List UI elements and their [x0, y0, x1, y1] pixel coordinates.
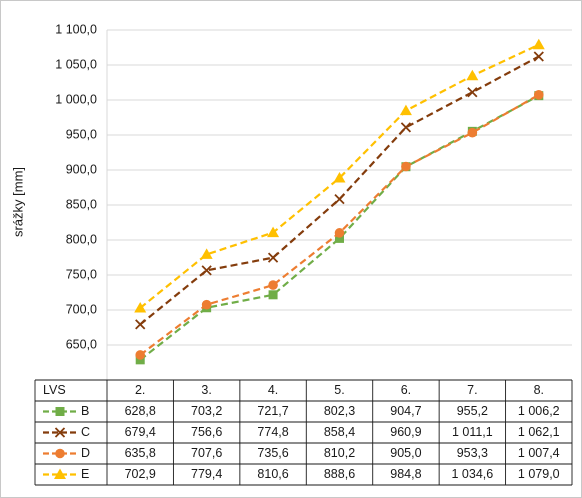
table-value: 960,9 — [390, 425, 421, 439]
marker-triangle — [333, 171, 346, 183]
marker-x — [54, 427, 66, 438]
table-value: 984,8 — [390, 467, 421, 481]
table-value: 858,4 — [324, 425, 355, 439]
category-label: 6. — [401, 383, 411, 397]
y-tick-label: 900,0 — [66, 162, 97, 176]
marker-circle — [201, 299, 212, 310]
y-axis-title: srážky [mm] — [10, 167, 25, 237]
marker-triangle — [200, 248, 213, 259]
table-value: 779,4 — [191, 467, 222, 481]
table-value: 904,7 — [390, 404, 421, 418]
y-tick-labels: 1 100,0 1 050,0 1 000,0 950,0 900,0 850,0 800,… — [55, 22, 97, 351]
marker-x — [400, 122, 412, 133]
marker-square — [55, 407, 65, 416]
marker-x — [201, 265, 212, 276]
y-tick-label: 800,0 — [66, 232, 97, 246]
marker-triangle — [134, 301, 147, 313]
y-tick-label: 1 050,0 — [55, 57, 97, 71]
table-value: 802,3 — [324, 404, 355, 418]
table-value: 721,7 — [257, 404, 288, 418]
legend-series-name: B — [81, 404, 89, 418]
table-value: 635,8 — [125, 446, 156, 460]
table-value: 702,9 — [125, 467, 156, 481]
legend-series-name: E — [81, 467, 89, 481]
series-d — [135, 90, 544, 360]
y-tick-label: 950,0 — [66, 127, 97, 141]
category-label: 3. — [201, 383, 211, 397]
table-row: B 628,8 703,2 721,7 802,3 904,7 955,2 1 006,2 — [43, 404, 560, 418]
marker-circle — [268, 280, 278, 290]
table-value: 953,3 — [457, 446, 488, 460]
marker-triangle — [532, 38, 545, 50]
marker-triangle — [466, 69, 479, 81]
legend-series-name: D — [81, 446, 90, 460]
table-value: 810,6 — [257, 467, 288, 481]
table-value: 810,2 — [324, 446, 355, 460]
series-lines — [134, 38, 545, 365]
marker-circle — [135, 350, 146, 360]
category-label: 5. — [334, 383, 344, 397]
y-tick-label: 1 000,0 — [55, 92, 97, 106]
marker-x — [533, 51, 544, 62]
marker-circle — [334, 228, 345, 238]
series-c — [135, 51, 544, 330]
table-value: 1 007,4 — [518, 446, 560, 460]
table-value: 756,6 — [191, 425, 222, 439]
legend-series-name: C — [81, 425, 90, 439]
marker-triangle — [267, 226, 280, 238]
marker-x — [135, 319, 146, 330]
category-label: 2. — [135, 383, 145, 397]
y-tick-label: 650,0 — [66, 337, 97, 351]
category-label: 4. — [268, 383, 278, 397]
table-value: 905,0 — [390, 446, 421, 460]
table-value: 1 034,6 — [451, 467, 493, 481]
table-value: 1 011,1 — [452, 425, 493, 439]
marker-circle — [55, 448, 65, 459]
table-value: 703,2 — [191, 404, 222, 418]
marker-x — [334, 193, 345, 205]
y-tick-label: 700,0 — [66, 302, 97, 316]
table-value: 774,8 — [257, 425, 288, 439]
table-value: 679,4 — [125, 425, 156, 439]
table-value: 735,6 — [257, 446, 288, 460]
marker-triangle — [399, 104, 412, 116]
marker-triangle — [54, 468, 66, 479]
marker-x — [267, 252, 279, 263]
marker-square — [135, 355, 145, 365]
table-row: C 679,4 756,6 774,8 858,4 960,9 1 011,1 1 062,1 — [43, 425, 560, 439]
table-row: E 702,9 779,4 810,6 888,6 984,8 1 034,6 1 079,0 — [43, 467, 560, 481]
y-tick-label: 850,0 — [66, 197, 97, 211]
y-tick-label: 750,0 — [66, 267, 97, 281]
table-value: 1 006,2 — [518, 404, 560, 418]
table-value: 1 062,1 — [518, 425, 560, 439]
table-value: 888,6 — [324, 467, 355, 481]
category-label: 8. — [534, 383, 544, 397]
series-e — [134, 38, 545, 313]
table-header-label: LVS — [43, 383, 66, 397]
table-value: 628,8 — [125, 404, 156, 418]
marker-circle — [533, 90, 544, 100]
marker-square — [335, 233, 344, 243]
table-value: 707,6 — [191, 446, 222, 460]
marker-circle — [467, 127, 478, 138]
table-row: D 635,8 707,6 735,6 810,2 905,0 953,3 1 007,4 — [43, 446, 560, 460]
y-tick-label: 1 100,0 — [55, 22, 97, 36]
category-label: 7. — [467, 383, 477, 397]
table-value: 955,2 — [457, 404, 488, 418]
table-value: 1 079,0 — [518, 467, 560, 481]
data-table: LVS 2. 3. 4. 5. 6. 7. 8. B 628,8 703,2 721,7 802,3 9… — [34, 379, 573, 486]
marker-x — [467, 87, 478, 98]
marker-square — [268, 290, 278, 300]
marker-circle — [401, 161, 411, 172]
